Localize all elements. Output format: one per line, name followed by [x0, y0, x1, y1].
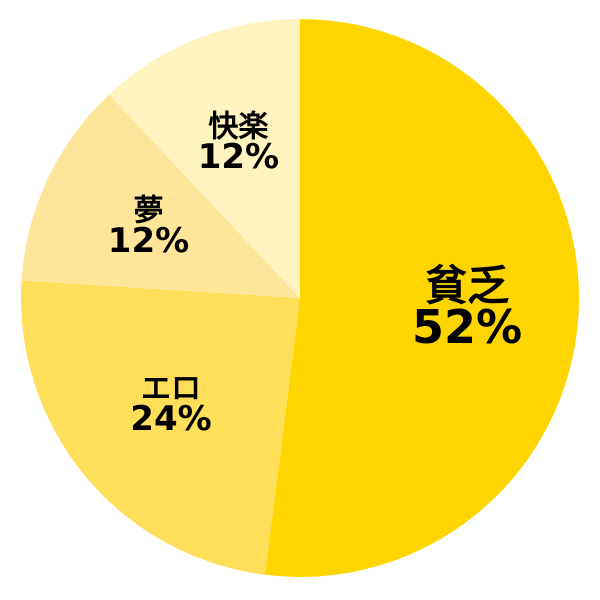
pie-slice-3 — [21, 94, 301, 299]
pie-slice-2 — [20, 280, 301, 575]
pie-slice-percent-1: 52% — [412, 300, 522, 354]
pie-slice-percent-3: 12% — [108, 221, 189, 261]
pie-slice-name-2: エロ — [141, 372, 201, 407]
pie-slice-4 — [109, 19, 300, 298]
pie-slice-1 — [265, 19, 579, 577]
pie-slice-name-1: 貧乏 — [425, 261, 509, 310]
pie-slice-label-3: 夢 12% — [108, 194, 189, 262]
pie-slice-percent-2: 24% — [130, 399, 211, 439]
pie-slice-label-2: エロ 24% — [130, 372, 211, 440]
pie-slice-label-1: 貧乏 52% — [412, 261, 522, 354]
pie-slice-name-3: 夢 — [134, 194, 164, 229]
pie-slice-name-4: 快楽 — [208, 109, 268, 144]
pie-slice-label-4: 快楽 12% — [198, 109, 279, 177]
pie-slice-percent-4: 12% — [198, 137, 279, 177]
